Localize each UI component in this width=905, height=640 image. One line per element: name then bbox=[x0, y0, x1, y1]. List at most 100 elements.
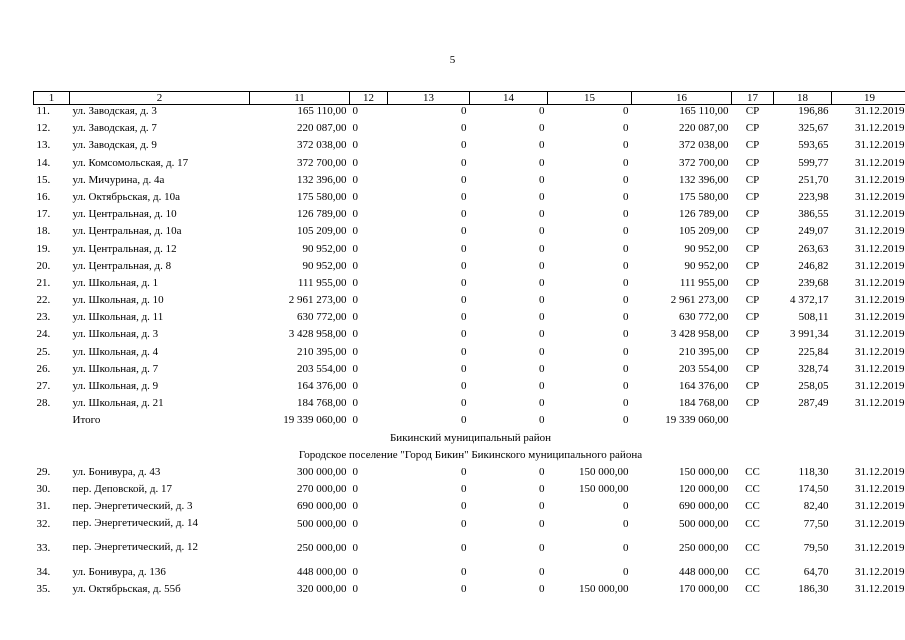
cell-col-13: 0 bbox=[461, 156, 467, 169]
table-row: 34. ул. Бонивура, д. 136 448 000,00 0 0 0 0 448… bbox=[34, 566, 905, 583]
cell-col-16: 150 000,00 bbox=[679, 465, 729, 478]
cell-col-17: СР bbox=[745, 362, 760, 375]
cell-col-18: 325,67 bbox=[798, 122, 829, 135]
cell-col-16: 165 110,00 bbox=[679, 105, 729, 117]
cell-col-12: 0 bbox=[352, 105, 359, 117]
cell-col-11: 132 396,00 bbox=[297, 173, 347, 186]
cell-col-12: 0 bbox=[352, 483, 359, 496]
cell-col-15: 0 bbox=[623, 156, 629, 169]
cell-col-12: 0 bbox=[352, 362, 359, 375]
cell-col-11: 2 961 273,00 bbox=[288, 294, 347, 307]
section-row: Городское поселение "Город Бикин" Бикинс… bbox=[34, 449, 905, 466]
cell-col-15: 0 bbox=[623, 541, 629, 554]
cell-col-16: 250 000,00 bbox=[679, 541, 729, 554]
cell-col-18: 287,49 bbox=[798, 397, 829, 410]
table-row: 19. ул. Центральная, д. 12 90 952,00 0 0 0 0 90… bbox=[34, 243, 905, 260]
cell-col-13: 0 bbox=[461, 541, 467, 554]
row-number: 20. bbox=[36, 259, 51, 272]
cell-col-19: 31.12.2019 bbox=[855, 311, 905, 324]
table-row: 23. ул. Школьная, д. 11 630 772,00 0 0 0 0 630 … bbox=[34, 311, 905, 328]
cell-col-18: 174,50 bbox=[798, 483, 829, 496]
cell-col-16: 111 955,00 bbox=[679, 276, 729, 289]
cell-col-14: 0 bbox=[539, 517, 545, 530]
cell-col-14: 0 bbox=[539, 328, 545, 341]
table-body-section-b: 29. ул. Бонивура, д. 43 300 000,00 0 0 0 150 0… bbox=[34, 466, 905, 600]
table-row: 17. ул. Центральная, д. 10 126 789,00 0 0 0 0 1… bbox=[34, 208, 905, 225]
cell-col-11: 372 038,00 bbox=[297, 139, 347, 152]
cell-col-15: 0 bbox=[623, 276, 629, 289]
cell-col-13: 0 bbox=[461, 345, 467, 358]
cell-col-13: 0 bbox=[461, 208, 467, 221]
cell-col-19: 31.12.2019 bbox=[855, 397, 905, 410]
address-cell: ул. Мичурина, д. 4а bbox=[72, 173, 165, 186]
cell-col-15: 0 bbox=[623, 311, 629, 324]
cell-col-13: 0 bbox=[461, 483, 467, 496]
address-cell: ул. Центральная, д. 10 bbox=[72, 208, 177, 221]
cell-col-19: 31.12.2019 bbox=[855, 582, 905, 595]
cell-col-13: 0 bbox=[461, 517, 467, 530]
cell-col-12: 0 bbox=[352, 345, 359, 358]
cell-col-14: 0 bbox=[539, 190, 545, 203]
cell-col-16: 90 952,00 bbox=[684, 242, 729, 255]
table-row: 22. ул. Школьная, д. 10 2 961 273,00 0 0 0 0 2 … bbox=[34, 294, 905, 311]
cell-col-18: 225,84 bbox=[798, 345, 829, 358]
row-number: 34. bbox=[36, 565, 51, 578]
total-cell: 0 bbox=[539, 414, 545, 427]
table-total: Итого 19 339 060,00 0 0 0 0 19 339 060,0… bbox=[34, 414, 905, 466]
cell-col-15: 0 bbox=[623, 397, 629, 410]
cell-col-14: 0 bbox=[539, 139, 545, 152]
row-number: 24. bbox=[36, 328, 51, 341]
table-row: 27. ул. Школьная, д. 9 164 376,00 0 0 0 0 164 3… bbox=[34, 380, 905, 397]
row-number: 35. bbox=[36, 582, 51, 595]
cell-col-18: 258,05 bbox=[798, 380, 829, 392]
cell-col-12: 0 bbox=[352, 242, 359, 255]
cell-col-16: 175 580,00 bbox=[679, 190, 729, 203]
cell-col-18: 251,70 bbox=[798, 173, 829, 186]
cell-col-17: СР bbox=[745, 311, 760, 324]
cell-col-13: 0 bbox=[461, 276, 467, 289]
cell-col-11: 164 376,00 bbox=[297, 380, 347, 392]
table-row: 26. ул. Школьная, д. 7 203 554,00 0 0 0 0 203 5… bbox=[34, 363, 905, 380]
cell-col-17: СР bbox=[745, 345, 760, 358]
cell-col-15: 0 bbox=[623, 294, 629, 307]
table-header: 1 2 11 12 13 14 15 16 17 18 19 bbox=[33, 91, 905, 105]
cell-col-11: 111 955,00 bbox=[297, 276, 347, 289]
cell-col-19: 31.12.2019 bbox=[855, 242, 905, 255]
total-cell: 0 bbox=[461, 414, 467, 427]
cell-col-14: 0 bbox=[539, 122, 545, 135]
cell-col-14: 0 bbox=[539, 397, 545, 410]
cell-col-13: 0 bbox=[461, 362, 467, 375]
table-row: 29. ул. Бонивура, д. 43 300 000,00 0 0 0 150 0… bbox=[34, 466, 905, 483]
cell-col-14: 0 bbox=[539, 156, 545, 169]
cell-col-13: 0 bbox=[461, 465, 467, 478]
header-cell: 2 bbox=[69, 91, 250, 105]
cell-col-17: СР bbox=[745, 242, 760, 255]
cell-col-11: 126 789,00 bbox=[297, 208, 347, 221]
table-row: 24. ул. Школьная, д. 3 3 428 958,00 0 0 0 0 3 4… bbox=[34, 328, 905, 345]
total-cell: 0 bbox=[623, 414, 629, 427]
cell-col-16: 372 700,00 bbox=[679, 156, 729, 169]
cell-col-15: 0 bbox=[623, 517, 629, 530]
cell-col-11: 320 000,00 bbox=[297, 582, 347, 595]
cell-col-15: 0 bbox=[623, 225, 629, 238]
cell-col-18: 249,07 bbox=[798, 225, 829, 238]
table-row: 25. ул. Школьная, д. 4 210 395,00 0 0 0 0 210 3… bbox=[34, 346, 905, 363]
cell-col-15: 150 000,00 bbox=[579, 582, 629, 595]
cell-col-11: 184 768,00 bbox=[297, 397, 347, 410]
row-number: 18. bbox=[36, 225, 51, 238]
address-cell: ул. Центральная, д. 12 bbox=[72, 242, 177, 255]
cell-col-17: СС bbox=[745, 582, 760, 595]
cell-col-12: 0 bbox=[352, 380, 359, 392]
table-row: 13. ул. Заводская, д. 9 372 038,00 0 0 0 0 372 … bbox=[34, 139, 905, 156]
table-row: 18. ул. Центральная, д. 10а 105 209,00 0 0 0 0… bbox=[34, 225, 905, 242]
cell-col-18: 239,68 bbox=[798, 276, 829, 289]
cell-col-17: СР bbox=[745, 190, 760, 203]
cell-col-14: 0 bbox=[539, 362, 545, 375]
address-cell: ул. Заводская, д. 7 bbox=[72, 122, 157, 135]
address-cell: ул. Школьная, д. 7 bbox=[72, 362, 159, 375]
cell-col-19: 31.12.2019 bbox=[855, 276, 905, 289]
row-number: 19. bbox=[36, 242, 51, 255]
cell-col-13: 0 bbox=[461, 139, 467, 152]
cell-col-12: 0 bbox=[352, 122, 359, 135]
address-cell: ул. Бонивура, д. 136 bbox=[72, 565, 166, 578]
